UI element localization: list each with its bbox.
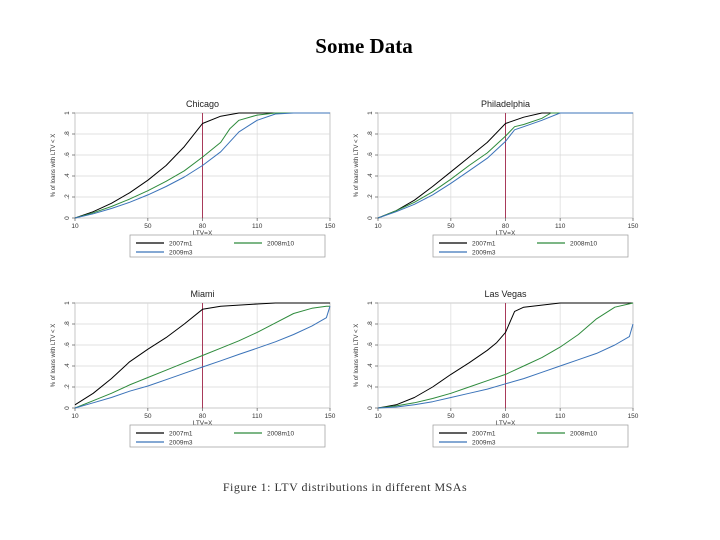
series-line-2007m1 (74, 302, 330, 406)
legend-box (129, 234, 326, 258)
y-tick-label: .8 (367, 131, 374, 137)
y-tick-label: .4 (367, 363, 374, 369)
legend-label-2009m3: 2009m3 (169, 439, 193, 446)
y-tick-label: .6 (367, 152, 374, 158)
x-tick-label: 10 (374, 413, 382, 420)
y-tick-label: 1 (64, 111, 71, 115)
series-line-2009m3 (377, 112, 633, 219)
y-tick-label: .6 (64, 152, 71, 158)
chart-title: Chicago (186, 99, 219, 109)
x-tick-label: 80 (502, 413, 510, 420)
y-tick-label: 0 (64, 406, 71, 410)
legend-label-2007m1: 2007m1 (169, 240, 193, 247)
legend-label-2008m10: 2008m10 (570, 430, 597, 437)
y-tick-label: 0 (367, 406, 374, 410)
y-tick-label: 1 (367, 301, 374, 305)
legend-box (432, 424, 629, 448)
series-line-2008m10 (74, 112, 330, 219)
las-vegas-chart-panel: Las Vegas 0.2.4.6.8 1 10 50 80 110 150 LTV=X% of… (343, 285, 643, 460)
y-tick-label: .6 (367, 342, 374, 348)
series-line-2008m10 (377, 302, 634, 409)
x-tick-label: 10 (374, 223, 382, 230)
miami-chart-panel: Miami 0.2.4.6.8 1 10 50 80 110 150 LTV=X% of loa… (40, 285, 340, 460)
x-axis-label: LTV=X (193, 420, 213, 427)
x-axis-label: LTV=X (193, 230, 213, 237)
legend-label-2008m10: 2008m10 (267, 240, 294, 247)
y-tick-label: .2 (64, 384, 71, 390)
y-tick-label: .8 (367, 321, 374, 327)
legend-label-2009m3: 2009m3 (472, 439, 496, 446)
philadelphia-chart-panel: Philadelphia 0.2.4.6.8 1 10 50 80 110 150 LTV=X%… (343, 95, 643, 270)
x-tick-label: 10 (71, 223, 79, 230)
y-axis-label: % of loans with LTV < X (51, 134, 57, 197)
legend-box (129, 424, 326, 448)
series-line-2009m3 (74, 112, 330, 219)
y-axis-label: % of loans with LTV < X (354, 134, 360, 197)
x-tick-label: 80 (199, 223, 207, 230)
y-tick-label: 0 (64, 216, 71, 220)
legend-label-2008m10: 2008m10 (267, 430, 294, 437)
y-tick-label: 1 (367, 111, 374, 115)
series-line-2007m1 (377, 302, 633, 409)
x-tick-label: 110 (252, 223, 263, 230)
x-tick-label: 110 (555, 223, 566, 230)
y-tick-label: .4 (367, 173, 374, 179)
legend-label-2009m3: 2009m3 (169, 249, 193, 256)
y-tick-label: .2 (367, 384, 374, 390)
legend-box (432, 234, 629, 258)
x-tick-label: 150 (628, 223, 639, 230)
y-tick-label: 1 (64, 301, 71, 305)
series-line-2009m3 (377, 323, 634, 409)
x-tick-label: 150 (325, 413, 336, 420)
x-tick-label: 150 (628, 413, 639, 420)
y-tick-label: .4 (64, 363, 71, 369)
series-line-2008m10 (74, 305, 330, 409)
y-axis-label: % of loans with LTV < X (51, 324, 57, 387)
y-tick-label: .2 (64, 194, 71, 200)
legend-label-2009m3: 2009m3 (472, 249, 496, 256)
y-tick-label: .8 (64, 321, 71, 327)
x-tick-label: 150 (325, 223, 336, 230)
x-tick-label: 50 (447, 223, 455, 230)
legend-label-2007m1: 2007m1 (472, 430, 496, 437)
x-tick-label: 50 (144, 413, 152, 420)
legend-label-2007m1: 2007m1 (169, 430, 193, 437)
y-tick-label: .4 (64, 173, 71, 179)
slide-title: Some Data (315, 34, 413, 58)
chart-title: Philadelphia (481, 99, 530, 109)
x-axis-label: LTV=X (496, 420, 516, 427)
legend-label-2008m10: 2008m10 (570, 240, 597, 247)
y-tick-label: .8 (64, 131, 71, 137)
x-tick-label: 80 (502, 223, 510, 230)
chart-title: Las Vegas (484, 289, 527, 299)
x-tick-label: 80 (199, 413, 207, 420)
series-line-2009m3 (74, 306, 331, 409)
y-axis-label: % of loans with LTV < X (354, 324, 360, 387)
series-line-2007m1 (377, 112, 633, 219)
series-line-2008m10 (377, 112, 633, 219)
x-axis-label: LTV=X (496, 230, 516, 237)
y-tick-label: .2 (367, 194, 374, 200)
x-tick-label: 50 (447, 413, 455, 420)
x-tick-label: 10 (71, 413, 79, 420)
x-tick-label: 50 (144, 223, 152, 230)
chicago-chart-panel: Chicago 0.2.4.6.8 1 10 50 80 110 150 LTV=X% of l… (40, 95, 340, 270)
series-line-2007m1 (74, 112, 330, 219)
y-tick-label: 0 (367, 216, 374, 220)
x-tick-label: 110 (252, 413, 263, 420)
x-tick-label: 110 (555, 413, 566, 420)
y-tick-label: .6 (64, 342, 71, 348)
figure-caption: Figure 1: LTV distributions in different… (222, 480, 468, 494)
legend-label-2007m1: 2007m1 (472, 240, 496, 247)
chart-title: Miami (191, 289, 215, 299)
